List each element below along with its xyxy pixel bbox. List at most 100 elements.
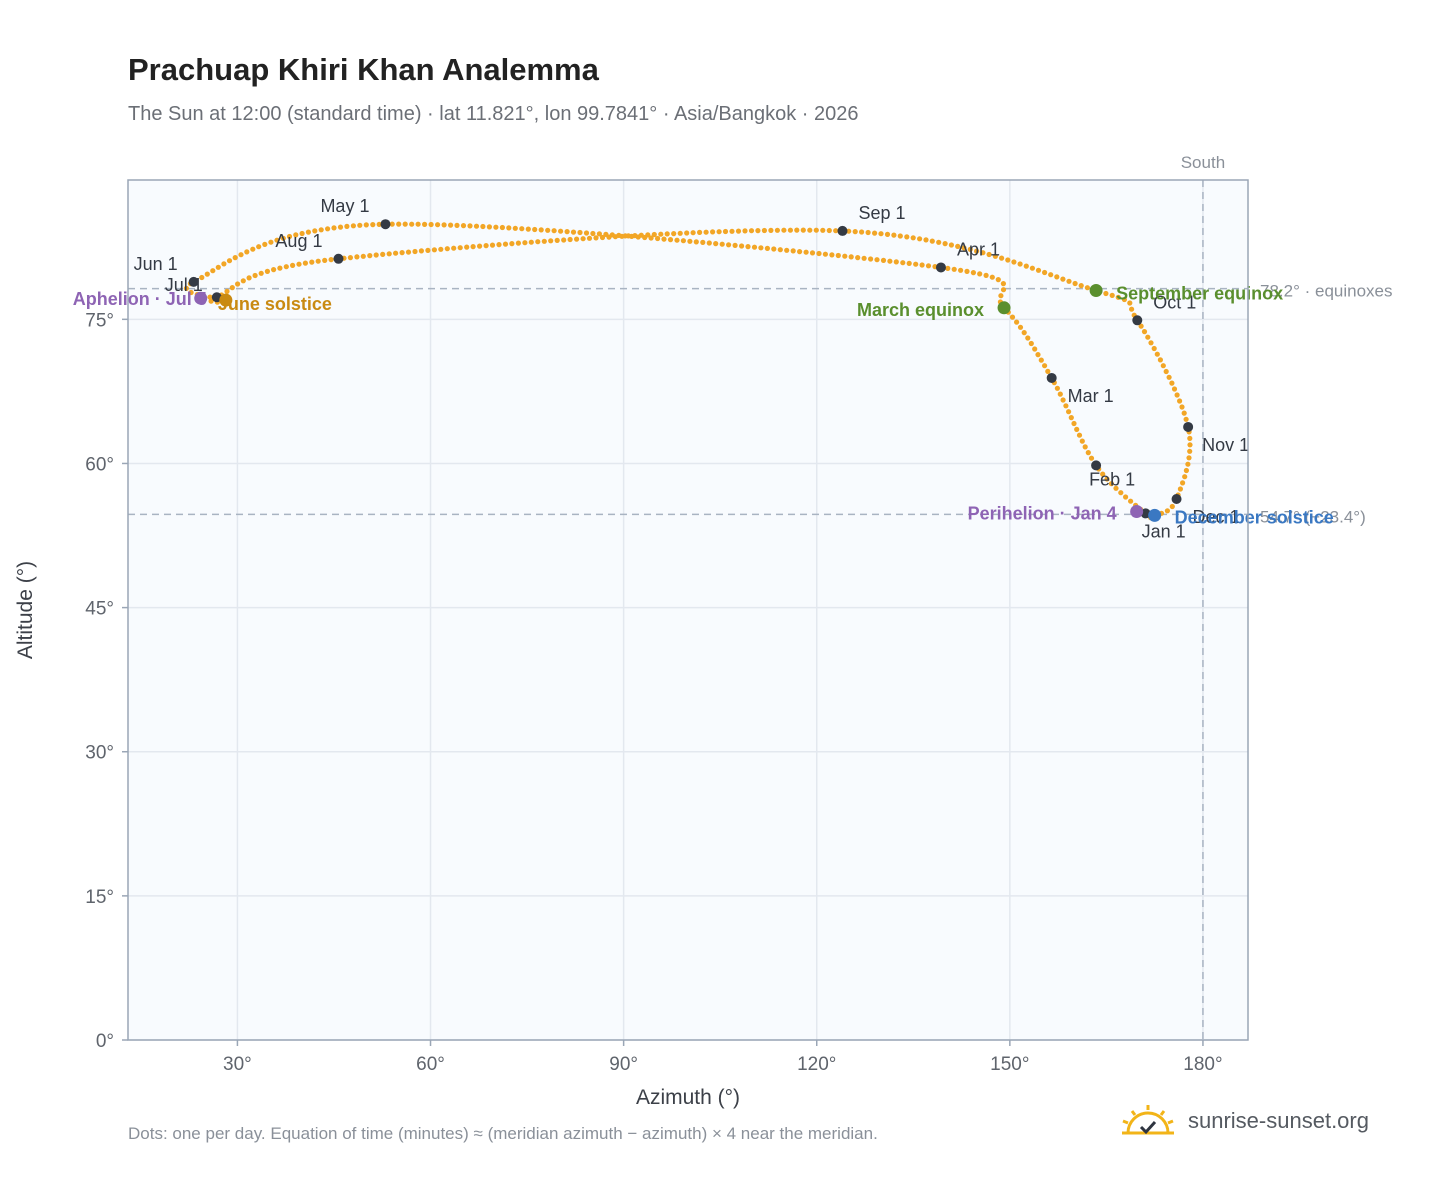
daily-sun-dot xyxy=(826,227,832,234)
daily-sun-dot xyxy=(1108,481,1114,487)
daily-sun-dot xyxy=(1072,280,1078,287)
daily-sun-dot xyxy=(328,257,334,263)
daily-sun-dot xyxy=(386,251,392,257)
daily-sun-dot xyxy=(878,231,884,237)
daily-sun-dot xyxy=(519,226,525,232)
month-marker xyxy=(837,225,848,236)
daily-sun-dot xyxy=(1182,474,1188,480)
daily-sun-dot xyxy=(848,254,854,260)
daily-sun-dot xyxy=(1177,486,1183,492)
daily-sun-dot xyxy=(719,241,725,247)
month-marker xyxy=(333,253,344,264)
daily-sun-dot xyxy=(262,241,268,247)
daily-sun-dot xyxy=(1164,508,1170,514)
daily-sun-dot xyxy=(710,229,716,235)
daily-sun-dot xyxy=(1183,467,1189,474)
daily-sun-dot xyxy=(742,228,748,234)
daily-sun-dot xyxy=(1005,257,1011,263)
x-tick-label: 180° xyxy=(1183,1054,1222,1075)
daily-sun-dot xyxy=(1088,455,1095,461)
daily-sun-dot xyxy=(1048,272,1054,278)
daily-sun-dot xyxy=(884,231,891,237)
daily-sun-dot xyxy=(748,228,755,234)
daily-sun-dot xyxy=(929,238,935,244)
daily-sun-dot xyxy=(229,285,235,291)
month-marker-label: Feb 1 xyxy=(1089,469,1135,489)
daily-sun-dot xyxy=(422,221,428,227)
daily-sun-dot xyxy=(732,242,738,248)
daily-sun-dot xyxy=(1023,263,1029,269)
daily-sun-dot xyxy=(722,228,729,235)
analemma-curve xyxy=(183,221,1193,521)
daily-sun-dot xyxy=(880,257,887,263)
plot-frame xyxy=(127,179,1249,1041)
daily-sun-dot xyxy=(1057,391,1063,397)
daily-sun-dot xyxy=(1138,323,1144,329)
daily-sun-dot xyxy=(612,234,619,240)
daily-sun-dot xyxy=(995,277,1001,283)
month-marker-label: Sep 1 xyxy=(858,203,905,223)
daily-sun-dot xyxy=(347,255,353,261)
y-tick-label: 0° xyxy=(96,1031,114,1052)
daily-sun-dot xyxy=(1118,490,1124,496)
daily-sun-dot xyxy=(977,271,983,277)
daily-sun-dot xyxy=(1177,398,1183,404)
daily-sun-dot xyxy=(551,228,557,234)
daily-sun-dot xyxy=(325,226,331,232)
daily-sun-dot xyxy=(726,242,732,248)
daily-sun-dot xyxy=(961,245,967,251)
daily-sun-dot xyxy=(1160,363,1166,369)
month-marker xyxy=(380,219,391,230)
month-marker xyxy=(1132,315,1143,326)
daily-sun-dot xyxy=(797,249,803,255)
daily-sun-dot xyxy=(574,236,580,242)
daily-sun-dot xyxy=(745,244,751,250)
daily-sun-dot xyxy=(852,229,858,235)
daily-sun-dot xyxy=(435,222,441,228)
y-tick-label: 45° xyxy=(85,599,114,620)
daily-sun-dot xyxy=(758,245,764,251)
daily-sun-dot xyxy=(438,246,444,252)
month-marker-label: Jan 1 xyxy=(1142,521,1186,541)
daily-sun-dot xyxy=(771,246,777,252)
daily-sun-dot xyxy=(1187,448,1193,454)
daily-sun-dot xyxy=(1038,357,1044,363)
brand-logo[interactable]: sunrise-sunset.org xyxy=(1120,1103,1369,1139)
daily-sun-dot xyxy=(548,238,554,244)
footnote: Dots: one per day. Equation of time (min… xyxy=(128,1124,878,1143)
daily-sun-dot xyxy=(337,224,344,230)
daily-sun-dot xyxy=(625,233,632,239)
daily-sun-dot xyxy=(208,298,214,304)
daily-sun-dot xyxy=(305,229,311,235)
daily-sun-dot xyxy=(244,249,250,255)
daily-sun-dot xyxy=(448,222,454,228)
daily-sun-dot xyxy=(1068,415,1074,421)
event-marker xyxy=(219,293,233,307)
daily-sun-dot xyxy=(1042,363,1048,369)
daily-sun-dot xyxy=(240,278,246,284)
daily-sun-dot xyxy=(910,235,916,241)
daily-sun-dot xyxy=(409,221,415,227)
daily-sun-dot xyxy=(418,248,424,254)
daily-sun-dot xyxy=(312,228,318,234)
daily-sun-dot xyxy=(989,274,995,280)
daily-sun-dot xyxy=(900,260,906,266)
daily-sun-dot xyxy=(376,221,382,227)
month-marker xyxy=(1183,421,1194,432)
daily-sun-dot xyxy=(1021,330,1027,336)
daily-sun-dot xyxy=(207,294,213,300)
daily-sun-dot xyxy=(224,288,230,294)
daily-sun-dot xyxy=(893,259,899,265)
event-label: December solstice xyxy=(1175,507,1334,527)
x-tick-label: 60° xyxy=(416,1054,445,1075)
daily-sun-dot xyxy=(897,233,903,239)
event-marker xyxy=(1130,505,1144,519)
x-tick-label: 150° xyxy=(990,1054,1029,1075)
daily-sun-dot xyxy=(1074,426,1080,432)
daily-sun-dot xyxy=(648,235,654,241)
event-marker xyxy=(1148,508,1162,522)
daily-sun-dot xyxy=(606,234,612,240)
event-label: June solstice xyxy=(218,294,332,314)
daily-sun-dot xyxy=(441,222,447,228)
